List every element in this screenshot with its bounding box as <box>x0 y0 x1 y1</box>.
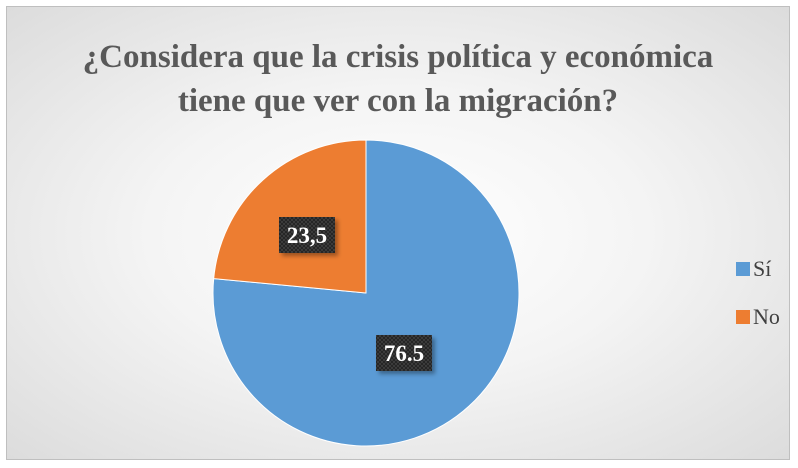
legend-item-no: No <box>736 302 780 332</box>
data-label-box <box>376 335 432 371</box>
legend: Sí No <box>736 254 780 350</box>
legend-swatch-no <box>736 310 750 324</box>
chart-area: ¿Considera que la crisis política y econ… <box>6 6 790 460</box>
pie-slice-no <box>213 139 367 294</box>
legend-label-si: Sí <box>753 256 772 281</box>
chart-title-line-2: tiene que ver con la migración? <box>177 83 619 119</box>
chart-title: ¿Considera que la crisis política y econ… <box>7 35 789 123</box>
chart-title-line-1: ¿Considera que la crisis política y econ… <box>82 39 714 75</box>
data-label-text: 23,5 <box>287 223 327 248</box>
data-label-si: 76.5 <box>376 335 432 371</box>
legend-label-no: No <box>753 304 780 329</box>
data-label-box <box>279 217 335 253</box>
pie-chart: 76.5 23,5 <box>212 139 520 447</box>
data-label-text: 76.5 <box>384 341 424 366</box>
data-label-no: 23,5 <box>279 217 335 253</box>
legend-swatch-si <box>736 262 750 276</box>
legend-item-si: Sí <box>736 254 780 284</box>
